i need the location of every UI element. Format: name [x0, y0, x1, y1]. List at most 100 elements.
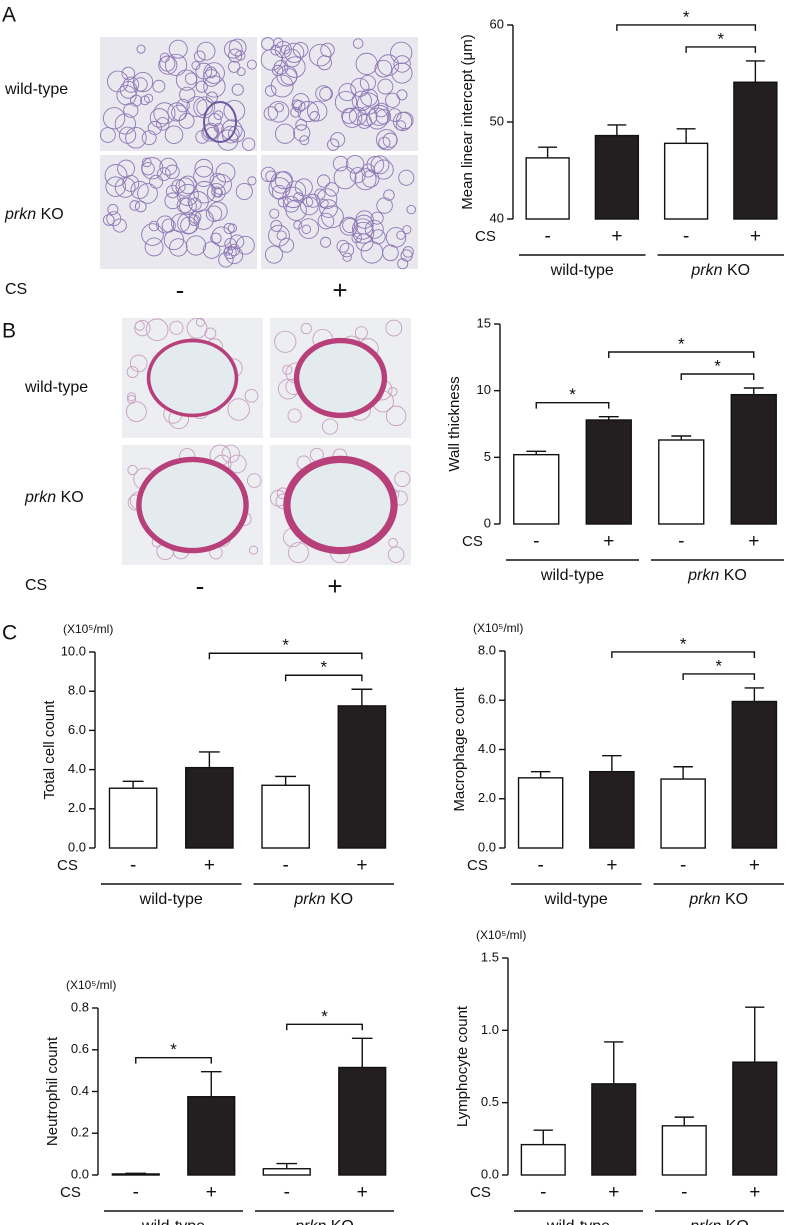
- alveolus: [277, 196, 289, 208]
- category-row-label: CS: [60, 1184, 81, 1201]
- category-row-label: CS: [467, 857, 488, 874]
- alveolus: [204, 327, 217, 340]
- alveolus: [267, 101, 290, 123]
- alveolus: [351, 232, 362, 244]
- group-label: prkn KO: [688, 891, 748, 908]
- alveolus: [382, 244, 399, 262]
- x-tick-label: -: [681, 1182, 687, 1203]
- unit-label: (X10⁵/ml): [476, 928, 526, 942]
- micrograph: [122, 317, 263, 438]
- significance-bracket: [286, 1023, 363, 1031]
- alveolus: [126, 392, 137, 402]
- error-bar: [602, 754, 622, 772]
- alveolus: [127, 464, 138, 476]
- significance-bracket: [616, 24, 757, 31]
- alveolus: [274, 123, 296, 144]
- group-label: prkn KO: [294, 1218, 354, 1225]
- alveolus: [292, 100, 306, 113]
- alveolus: [282, 195, 300, 213]
- x-tick-label: -: [683, 226, 689, 247]
- alveolus: [193, 50, 206, 63]
- alveolus: [356, 92, 380, 115]
- error-bar: [743, 387, 764, 395]
- alveolus: [374, 59, 393, 78]
- alveolus: [141, 130, 157, 146]
- alveolus: [170, 213, 191, 233]
- alveolus: [137, 183, 158, 204]
- alveolus: [300, 322, 312, 335]
- panel-label: A: [2, 4, 16, 27]
- y-tick-label: 6.0: [68, 722, 86, 737]
- alveolus: [320, 236, 332, 248]
- y-tick-label: 0.6: [71, 1041, 89, 1056]
- alveolus: [341, 107, 363, 128]
- bar: [525, 157, 570, 220]
- y-tick-label: 0.0: [478, 839, 496, 854]
- alveolus: [127, 394, 137, 404]
- alveolus: [387, 546, 405, 563]
- alveolus: [361, 170, 380, 188]
- x-tick-label: -: [678, 531, 684, 552]
- alveolus: [269, 208, 280, 219]
- alveolus: [248, 545, 259, 555]
- alveolus: [133, 77, 148, 92]
- y-tick-label: 1.5: [481, 949, 499, 964]
- alveolus: [129, 354, 148, 373]
- x-tick-label: +: [357, 1182, 368, 1203]
- significance-bracket: [135, 1056, 212, 1064]
- row-label: wild-type: [4, 81, 68, 98]
- alveolus: [376, 129, 398, 151]
- alveolus: [144, 237, 164, 257]
- micrograph: [122, 444, 263, 565]
- alveolus: [395, 120, 406, 131]
- x-tick-label: -: [540, 1182, 546, 1203]
- condition-label: CS: [5, 281, 27, 298]
- alveolus: [102, 107, 126, 130]
- y-tick-label: 10.0: [61, 643, 86, 658]
- alveolus: [276, 230, 287, 241]
- x-tick-label: -: [537, 855, 543, 876]
- y-axis-label: Mean linear intercept (μm): [459, 34, 476, 209]
- alveolus: [178, 175, 198, 195]
- alveolus: [134, 319, 151, 337]
- y-tick-label: 0.4: [71, 1083, 89, 1098]
- alveolus: [213, 122, 224, 133]
- alveolus: [280, 45, 291, 55]
- group-label: wild-type: [550, 262, 614, 279]
- y-axis-label: Wall thickness: [446, 376, 463, 471]
- unit-label: (X10⁵/ml): [63, 622, 113, 636]
- alveolus: [228, 38, 247, 57]
- row-label: wild-type: [24, 379, 88, 396]
- alveolus: [165, 184, 180, 199]
- group-label: prkn KO: [689, 1218, 749, 1225]
- alveolus: [225, 246, 244, 265]
- error-bar: [674, 1116, 694, 1126]
- alveolus: [221, 119, 243, 141]
- significance-label: *: [282, 636, 289, 655]
- x-tick-label: +: [611, 226, 622, 247]
- group-label: wild-type: [141, 1218, 205, 1225]
- x-tick-label: -: [544, 226, 550, 247]
- alveolus: [406, 204, 416, 215]
- alveolus: [129, 200, 141, 211]
- bar: [108, 787, 158, 849]
- alveolus: [156, 167, 171, 182]
- bar: [733, 81, 778, 220]
- significance-label: *: [170, 1040, 177, 1059]
- error-bar: [607, 124, 627, 136]
- alveolus: [179, 197, 197, 215]
- significance-bracket: [608, 351, 755, 358]
- error-bar: [526, 450, 547, 455]
- significance-bracket: [682, 673, 756, 680]
- alveolus: [394, 470, 411, 487]
- y-tick-label: 8.0: [68, 683, 86, 698]
- alveolus: [350, 77, 370, 97]
- row-label: prkn KO: [4, 206, 64, 223]
- alveolus: [366, 155, 385, 174]
- y-tick-label: 15: [477, 315, 491, 330]
- alveolus: [221, 444, 240, 463]
- column-label: +: [327, 571, 342, 601]
- group-label: wild-type: [139, 891, 203, 908]
- error-bar: [598, 415, 619, 420]
